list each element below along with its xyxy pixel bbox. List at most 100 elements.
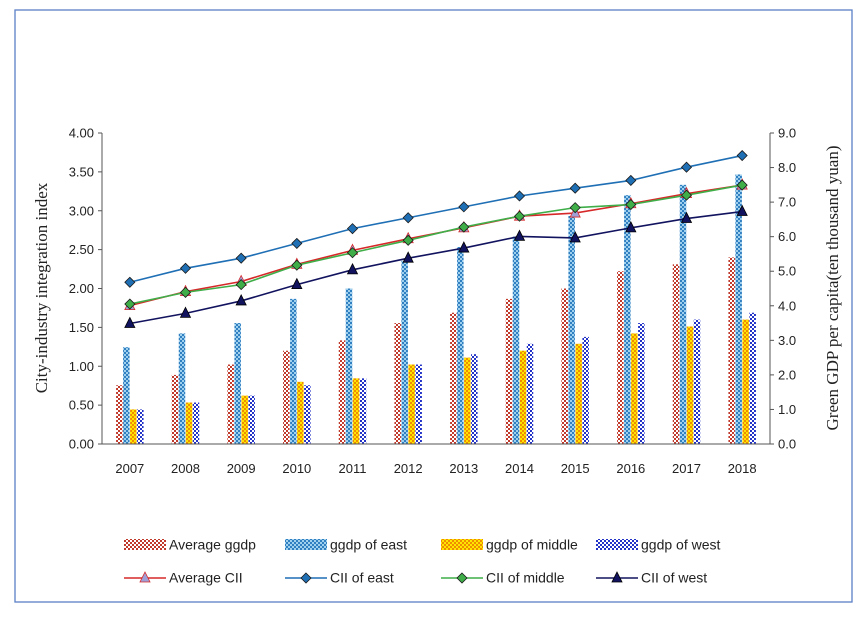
y-right-tick-label: 8.0 [778, 160, 796, 175]
legend-marker-cii-of-west [611, 571, 623, 583]
legend-label-ggdp-of-middle: ggdp of middle [486, 537, 578, 553]
line-cii-of-west [129, 210, 743, 325]
x-tick-label: 2011 [339, 461, 367, 476]
point-cii-of-west-2009 [235, 294, 247, 306]
bar-ggdp-of-middle-2016 [631, 333, 638, 444]
legend-label-cii-of-west: CII of west [641, 570, 707, 586]
x-tick-label: 2015 [561, 461, 590, 476]
y-right-tick-label: 0.0 [778, 437, 796, 452]
bar-ggdp-of-west-2012 [415, 364, 422, 444]
bar-ggdp-of-middle-2017 [686, 326, 694, 444]
point-cii-of-east-2011 [346, 223, 359, 235]
x-tick-label: 2017 [672, 461, 701, 476]
bar-ggdp-of-east-2011 [345, 288, 353, 444]
y-left-tick-label: 4.00 [69, 126, 94, 141]
x-tick-label: 2010 [282, 461, 311, 476]
y-left-tick-label: 2.00 [69, 281, 94, 296]
x-tick-label: 2012 [394, 461, 423, 476]
bar-average-ggdp-2010 [283, 350, 290, 444]
legend-label-ggdp-of-west: ggdp of west [641, 537, 720, 553]
legend-marker-average-cii [139, 571, 151, 583]
x-tick-label: 2013 [449, 461, 478, 476]
legend-label-cii-of-middle: CII of middle [486, 570, 565, 586]
point-cii-of-east-2012 [402, 212, 414, 224]
bar-ggdp-of-east-2008 [178, 333, 186, 444]
bar-average-ggdp-2011 [338, 340, 346, 444]
bars-layer [116, 174, 756, 444]
point-cii-of-middle-2010 [291, 259, 303, 271]
point-cii-of-west-2012 [402, 251, 414, 263]
y-left-tick-label: 0.00 [69, 437, 94, 452]
bar-ggdp-of-west-2017 [693, 319, 701, 444]
x-tick-label: 2016 [616, 461, 645, 476]
point-cii-of-west-2011 [346, 262, 359, 275]
y-right-axis-title: Green GDP per capita(ten thousand yuan) [823, 146, 842, 431]
point-cii-of-west-2007 [124, 316, 136, 328]
bar-average-ggdp-2015 [561, 288, 568, 444]
point-cii-of-west-2015 [569, 231, 581, 243]
y-right-tick-label: 9.0 [778, 126, 796, 141]
bar-ggdp-of-middle-2010 [297, 381, 304, 444]
y-left-tick-label: 1.50 [69, 320, 94, 335]
legend-label-average-cii: Average CII [169, 570, 243, 586]
legend-swatch-ggdp-of-middle [441, 539, 483, 550]
bar-ggdp-of-west-2011 [359, 378, 367, 444]
point-cii-of-west-2010 [291, 277, 303, 290]
bar-ggdp-of-west-2009 [248, 395, 255, 444]
bar-ggdp-of-middle-2014 [519, 350, 527, 444]
bar-ggdp-of-east-2016 [624, 195, 631, 444]
point-cii-of-middle-2007 [124, 298, 136, 310]
point-cii-of-middle-2009 [235, 279, 247, 291]
bar-average-ggdp-2013 [450, 312, 457, 444]
line-cii-of-east [129, 154, 743, 284]
point-cii-of-east-2009 [235, 252, 247, 264]
point-cii-of-east-2015 [569, 182, 581, 194]
bar-ggdp-of-west-2013 [471, 354, 478, 444]
point-cii-of-east-2013 [458, 201, 470, 213]
bar-ggdp-of-middle-2009 [241, 395, 248, 444]
bar-average-ggdp-2018 [728, 257, 735, 444]
y-right-tick-label: 1.0 [778, 402, 796, 417]
bar-ggdp-of-east-2015 [568, 215, 575, 444]
point-cii-of-middle-2016 [625, 198, 637, 211]
x-tick-label: 2009 [227, 461, 256, 476]
y-left-axis-title: City-industry integration index [32, 182, 51, 393]
legend-marker-cii-of-middle [456, 572, 468, 584]
bar-ggdp-of-west-2008 [192, 402, 200, 444]
bar-ggdp-of-east-2014 [512, 236, 520, 444]
legend-swatch-ggdp-of-west [596, 539, 638, 550]
point-cii-of-west-2014 [513, 229, 526, 241]
point-cii-of-west-2008 [179, 306, 192, 318]
bar-ggdp-of-middle-2011 [352, 378, 360, 444]
bar-ggdp-of-east-2013 [457, 247, 464, 444]
x-tick-label: 2014 [505, 461, 534, 476]
point-cii-of-middle-2017 [680, 189, 693, 201]
bar-ggdp-of-west-2015 [582, 336, 589, 444]
bar-ggdp-of-middle-2015 [575, 343, 582, 444]
bar-ggdp-of-east-2012 [401, 260, 408, 444]
y-left-tick-label: 1.00 [69, 359, 94, 374]
point-cii-of-west-2016 [625, 220, 637, 233]
point-cii-of-east-2014 [513, 190, 526, 202]
point-cii-of-east-2008 [179, 262, 192, 274]
point-cii-of-west-2017 [680, 211, 693, 223]
y-left-tick-label: 3.00 [69, 203, 94, 218]
bar-ggdp-of-middle-2013 [464, 357, 471, 444]
bar-ggdp-of-middle-2012 [408, 364, 415, 444]
bar-ggdp-of-middle-2007 [130, 409, 137, 444]
legend-marker-cii-of-east [300, 572, 312, 584]
legend-label-average-ggdp: Average ggdp [169, 537, 256, 553]
x-tick-label: 2008 [171, 461, 200, 476]
bar-average-ggdp-2012 [394, 323, 401, 444]
point-cii-of-west-2013 [458, 241, 470, 253]
bar-ggdp-of-east-2018 [735, 174, 742, 444]
x-tick-label: 2007 [115, 461, 144, 476]
bar-ggdp-of-east-2009 [234, 323, 241, 444]
point-cii-of-west-2018 [736, 204, 748, 216]
line-cii-of-middle [129, 184, 743, 305]
axes-layer: 0.00 0.50 1.00 1.50 2.00 2.50 3.00 3.50 4.00 0.0 1… [69, 126, 796, 477]
x-tick-label: 2018 [728, 461, 757, 476]
y-right-tick-label: 5.0 [778, 264, 796, 279]
